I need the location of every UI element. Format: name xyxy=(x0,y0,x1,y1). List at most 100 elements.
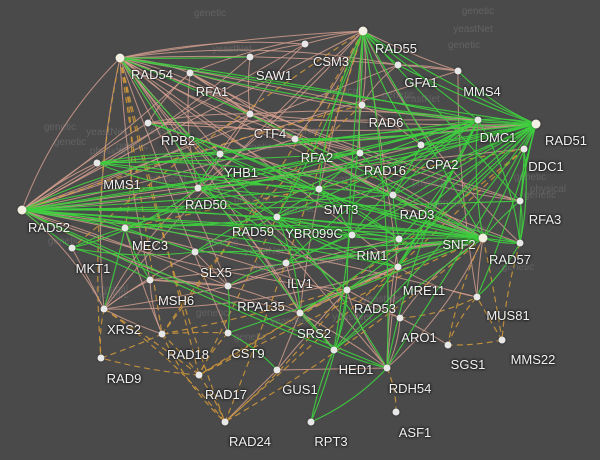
network-edge[interactable] xyxy=(161,333,226,423)
network-edge[interactable] xyxy=(21,209,73,249)
network-edge[interactable] xyxy=(149,279,229,287)
network-edge[interactable] xyxy=(71,247,105,310)
network-edge[interactable] xyxy=(119,57,200,376)
network-edge[interactable] xyxy=(362,30,389,369)
network-edge[interactable] xyxy=(362,30,479,121)
network-node-smt3[interactable] xyxy=(315,185,323,193)
network-edge[interactable] xyxy=(71,227,126,249)
network-edge[interactable] xyxy=(227,285,230,334)
network-node-rad16[interactable] xyxy=(356,149,364,157)
network-node-rad53[interactable] xyxy=(343,286,351,294)
network-edge[interactable] xyxy=(346,123,537,291)
network-edge[interactable] xyxy=(359,152,394,196)
network-edge[interactable] xyxy=(147,72,191,124)
network-node-ybr099c[interactable] xyxy=(348,231,356,239)
network-edge[interactable] xyxy=(310,367,388,423)
network-edge[interactable] xyxy=(198,332,229,376)
network-edge[interactable] xyxy=(21,43,306,211)
network-node-rad55[interactable] xyxy=(358,26,368,36)
network-edge[interactable] xyxy=(351,234,400,240)
network-edge[interactable] xyxy=(299,30,364,314)
network-edge[interactable] xyxy=(124,224,484,239)
network-edge[interactable] xyxy=(100,357,200,376)
network-edge[interactable] xyxy=(161,30,364,335)
network-edge[interactable] xyxy=(362,30,537,125)
network-node-rad51[interactable] xyxy=(531,119,541,129)
network-edge[interactable] xyxy=(189,72,479,121)
network-edge[interactable] xyxy=(310,349,335,423)
network-edge[interactable] xyxy=(119,30,364,59)
network-edge[interactable] xyxy=(475,119,484,239)
network-node-csm3[interactable] xyxy=(301,40,309,48)
network-node-rpb2[interactable] xyxy=(144,119,152,127)
network-edge[interactable] xyxy=(476,242,521,298)
network-edge[interactable] xyxy=(119,57,296,140)
network-edge[interactable] xyxy=(398,119,479,240)
network-edge[interactable] xyxy=(227,285,301,314)
network-edge[interactable] xyxy=(398,237,484,240)
network-edge[interactable] xyxy=(346,289,401,319)
network-edge[interactable] xyxy=(392,119,479,196)
network-edge[interactable] xyxy=(333,237,484,351)
network-edge[interactable] xyxy=(194,119,479,253)
network-node-asf1[interactable] xyxy=(392,408,400,416)
network-edge[interactable] xyxy=(227,332,278,371)
network-edge[interactable] xyxy=(285,238,400,264)
network-node-rad57[interactable] xyxy=(516,239,524,247)
network-edge[interactable] xyxy=(276,289,348,371)
network-node-mre11[interactable] xyxy=(394,263,402,271)
network-edge[interactable] xyxy=(359,144,422,154)
network-edge[interactable] xyxy=(147,119,479,124)
network-node-aro1[interactable] xyxy=(396,314,404,322)
network-node-srs2[interactable] xyxy=(296,309,304,317)
network-edge[interactable] xyxy=(386,367,397,413)
network-edge[interactable] xyxy=(285,119,479,264)
network-edge[interactable] xyxy=(119,57,301,314)
network-node-rfa1[interactable] xyxy=(186,69,194,77)
network-node-saw1[interactable] xyxy=(246,53,254,61)
network-edge[interactable] xyxy=(21,70,459,211)
network-edge[interactable] xyxy=(477,119,521,244)
network-edge[interactable] xyxy=(276,216,399,268)
network-edge[interactable] xyxy=(119,57,163,335)
network-edge[interactable] xyxy=(99,308,105,359)
network-edge[interactable] xyxy=(457,70,478,298)
network-edge[interactable] xyxy=(149,279,229,287)
network-edge[interactable] xyxy=(197,184,320,190)
network-edge[interactable] xyxy=(119,57,278,218)
network-edge[interactable] xyxy=(103,266,399,310)
network-edge[interactable] xyxy=(96,162,484,239)
network-edge[interactable] xyxy=(21,162,98,211)
network-edge[interactable] xyxy=(346,237,484,291)
network-edge[interactable] xyxy=(227,262,287,287)
network-node-mms1[interactable] xyxy=(93,159,101,167)
network-edge[interactable] xyxy=(198,374,226,423)
network-edge[interactable] xyxy=(276,312,301,371)
network-edge[interactable] xyxy=(219,153,484,239)
network-edge[interactable] xyxy=(361,104,537,125)
network-edge[interactable] xyxy=(21,57,121,211)
network-node-mms4[interactable] xyxy=(454,67,462,75)
network-node-rfa3[interactable] xyxy=(516,197,524,205)
network-node-mec3[interactable] xyxy=(121,224,129,232)
network-edge[interactable] xyxy=(333,30,364,351)
network-edge[interactable] xyxy=(361,64,399,106)
network-edge[interactable] xyxy=(96,119,479,164)
network-edge[interactable] xyxy=(96,152,221,164)
network-edge[interactable] xyxy=(392,123,537,196)
network-edge[interactable] xyxy=(21,209,287,264)
network-edge[interactable] xyxy=(119,41,306,59)
network-edge[interactable] xyxy=(392,144,422,196)
network-edge[interactable] xyxy=(119,57,484,239)
network-edge[interactable] xyxy=(21,152,361,211)
network-edge[interactable] xyxy=(386,123,537,369)
network-edge[interactable] xyxy=(276,30,364,218)
network-node-mus81[interactable] xyxy=(473,293,481,301)
network-edge[interactable] xyxy=(397,64,459,72)
network-edge[interactable] xyxy=(119,57,361,154)
network-edge[interactable] xyxy=(399,296,478,319)
network-edge[interactable] xyxy=(124,119,479,229)
network-edge[interactable] xyxy=(304,30,364,45)
network-edge[interactable] xyxy=(397,64,537,125)
network-edge[interactable] xyxy=(276,216,353,236)
